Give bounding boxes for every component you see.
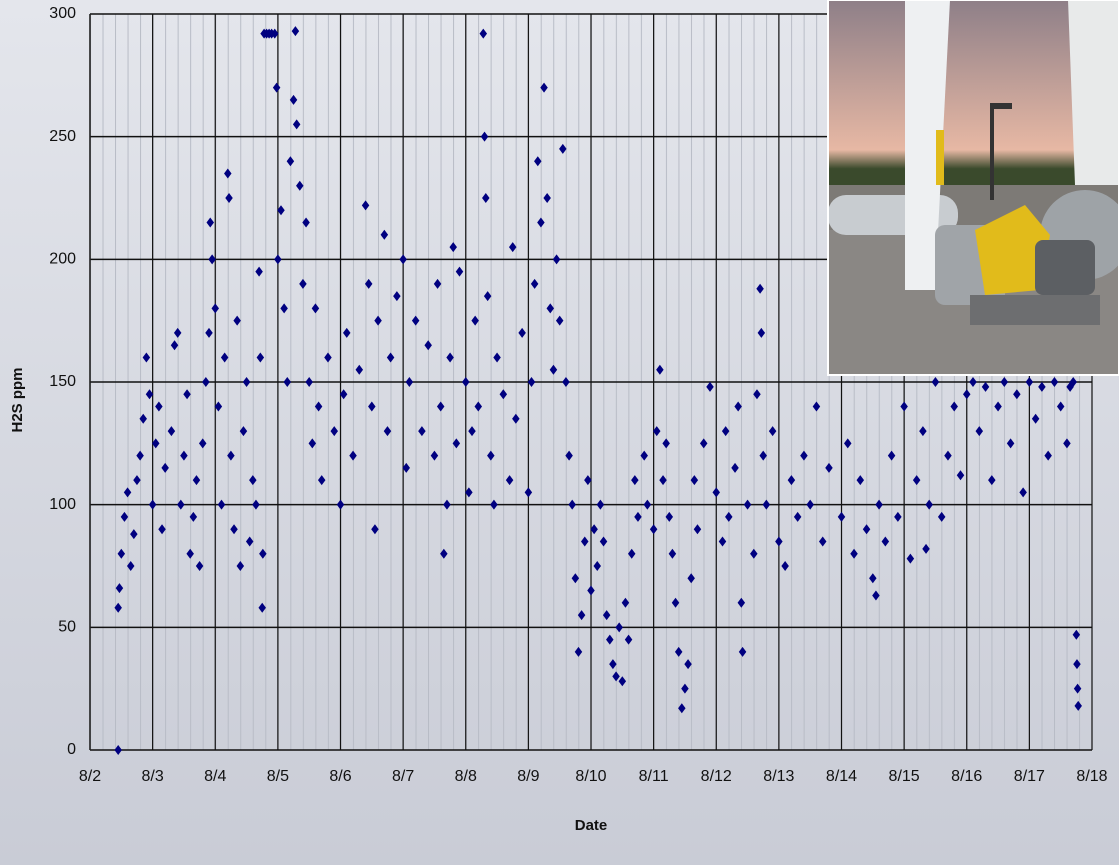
- x-tick-label: 8/5: [267, 768, 289, 785]
- page: H2S ppm Date 0 50 100 150 200 250 300 8/2 8/3 8/4…: [0, 0, 1119, 865]
- y-tick-label: 300: [49, 5, 76, 22]
- x-tick-label: 8/16: [951, 768, 982, 785]
- x-tick-label: 8/14: [826, 768, 857, 785]
- y-tick-label: 100: [49, 496, 76, 513]
- x-tick-label: 8/13: [763, 768, 794, 785]
- y-tick-label: 50: [58, 619, 76, 636]
- x-tick-label: 8/11: [639, 768, 669, 785]
- chart: H2S ppm Date 0 50 100 150 200 250 300 8/2 8/3 8/4…: [0, 0, 1119, 865]
- x-tick-label: 8/9: [517, 768, 539, 785]
- x-tick-label: 8/3: [142, 768, 164, 785]
- photo-inset: [828, 0, 1119, 375]
- y-axis-title: H2S ppm: [9, 367, 26, 432]
- x-tick-label: 8/8: [455, 768, 477, 785]
- x-tick-label: 8/2: [79, 768, 101, 785]
- x-tick-label: 8/7: [392, 768, 414, 785]
- x-tick-label: 8/15: [889, 768, 920, 785]
- y-tick-label: 0: [67, 741, 76, 758]
- x-tick-label: 8/6: [329, 768, 351, 785]
- x-tick-label: 8/4: [204, 768, 226, 785]
- x-axis-title: Date: [575, 817, 608, 834]
- x-tick-label: 8/10: [575, 768, 606, 785]
- y-tick-label: 150: [49, 373, 76, 390]
- x-tick-label: 8/18: [1076, 768, 1107, 785]
- x-tick-label: 8/12: [701, 768, 732, 785]
- y-tick-label: 200: [49, 251, 76, 268]
- x-tick-label: 8/17: [1014, 768, 1045, 785]
- y-tick-label: 250: [49, 128, 76, 145]
